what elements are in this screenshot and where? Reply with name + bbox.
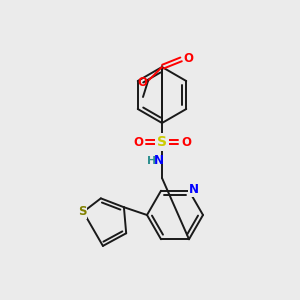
Text: O: O — [133, 136, 143, 148]
Text: O: O — [183, 52, 193, 64]
Text: N: N — [189, 183, 199, 196]
Text: H: H — [147, 156, 157, 166]
Text: O: O — [181, 136, 191, 148]
Text: N: N — [154, 154, 164, 167]
Text: O: O — [137, 76, 147, 89]
Text: S: S — [157, 135, 167, 149]
Text: S: S — [78, 206, 86, 218]
